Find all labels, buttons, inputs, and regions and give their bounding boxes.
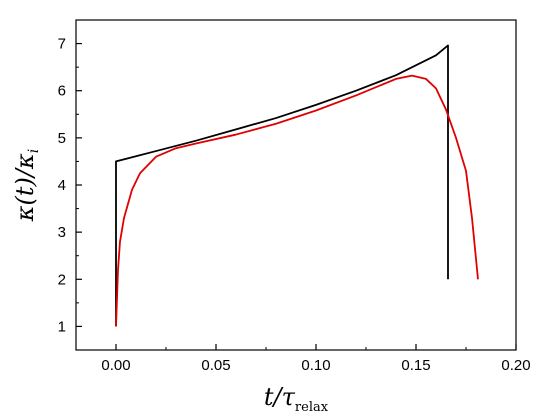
series-layer [115,44,479,327]
series-line-2 [115,74,479,327]
y-tick-label: 1 [58,318,66,335]
y-tick-label: 3 [58,224,66,241]
x-axis-title: t/τrelax [264,383,329,415]
plot-frame [75,19,517,351]
x-axis-title-main: t/τ [264,383,296,411]
x-axis: 0.00 0.05 0.10 0.15 0.20 [101,344,531,374]
y-tick-label: 5 [58,130,66,147]
x-tick-label: 0.00 [101,357,130,374]
y-axis-title-main: κ(t)/κ [11,153,39,222]
y-axis: 1 2 3 4 5 6 7 [58,36,82,335]
y-axis-title-sub: i [26,149,42,153]
y-axis-title: κ(t)/κi [11,149,42,222]
x-tick-label: 0.10 [301,357,330,374]
y-tick-label: 6 [58,83,66,100]
x-tick-label: 0.15 [401,357,430,374]
y-tick-label: 2 [58,271,66,288]
y-tick-label: 4 [58,177,66,194]
x-axis-title-sub: relax [295,400,329,415]
x-tick-label: 0.05 [201,357,230,374]
x-tick-label: 0.20 [501,357,530,374]
series-line-1 [115,44,449,327]
y-tick-label: 7 [58,36,66,53]
